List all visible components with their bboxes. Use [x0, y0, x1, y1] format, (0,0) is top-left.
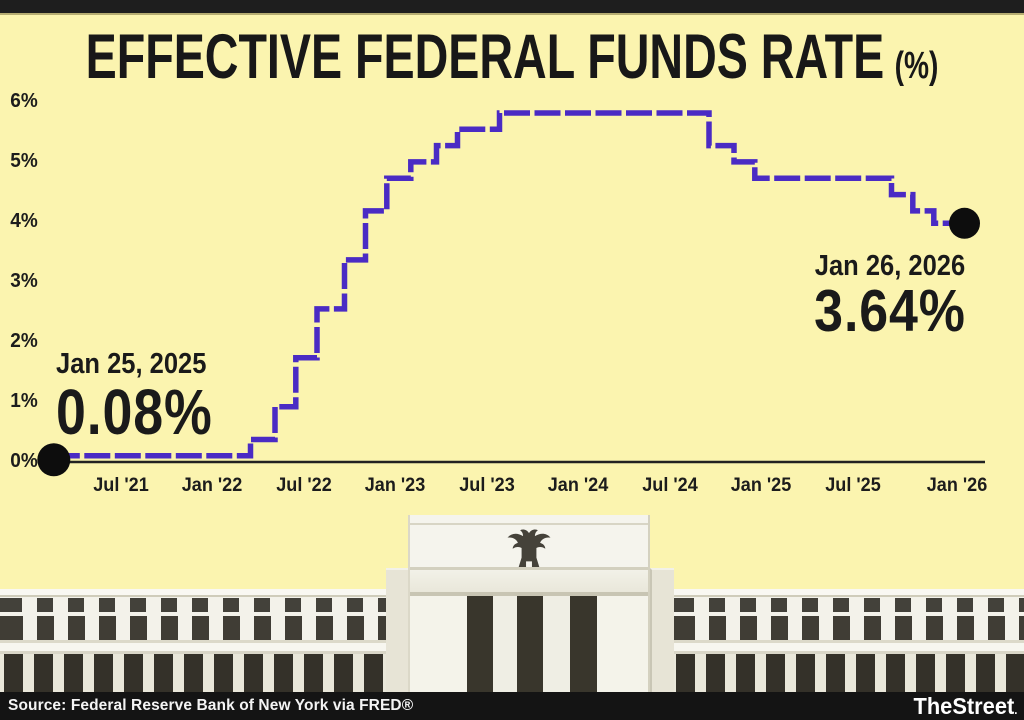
- x-axis-label: Jul '24: [642, 475, 698, 496]
- x-axis-label: Jan '23: [364, 475, 426, 496]
- end-annotation-value: 3.64%: [814, 278, 966, 344]
- x-axis-label: Jan '24: [547, 475, 609, 496]
- upper-windows: [672, 616, 1024, 643]
- attic-windows: [672, 598, 1024, 612]
- page-title: EFFECTIVE FEDERAL FUNDS RATE (%): [86, 21, 939, 93]
- y-axis-label: 4%: [10, 210, 38, 232]
- start-annotation-date: Jan 25, 2025: [56, 348, 207, 380]
- x-axis-label: Jul '21: [93, 475, 149, 496]
- end-annotation-date: Jan 26, 2026: [814, 250, 966, 282]
- end-annotation: Jan 26, 2026 3.64%: [785, 250, 995, 344]
- x-axis-label: Jul '25: [825, 475, 881, 496]
- start-dot: [37, 443, 71, 477]
- x-axis-label: Jul '22: [276, 475, 332, 496]
- building-central-tower: [408, 515, 650, 692]
- title-unit: (%): [894, 45, 939, 87]
- y-axis-label: 0%: [10, 450, 38, 472]
- y-axis-label: 6%: [10, 90, 38, 112]
- lower-colonnade: [672, 651, 1024, 692]
- fed-building-illustration: [0, 505, 1024, 694]
- parapet: [672, 589, 1024, 597]
- end-dot: [949, 207, 980, 239]
- parapet: [0, 589, 386, 597]
- start-annotation-value: 0.08%: [56, 376, 213, 448]
- attic-windows: [0, 598, 386, 612]
- source-text: Source: Federal Reserve Bank of New York…: [8, 697, 414, 714]
- portico-columns: [410, 596, 648, 692]
- x-axis-label: Jan '25: [730, 475, 792, 496]
- footer-bar: Source: Federal Reserve Bank of New York…: [0, 692, 1024, 720]
- building-left-wing: [0, 589, 386, 692]
- upper-windows: [0, 616, 386, 643]
- y-axis-label: 2%: [10, 330, 38, 352]
- top-bar: [0, 0, 1024, 15]
- cornice: [410, 567, 648, 596]
- tower-cap: [410, 515, 648, 525]
- building-pier: [650, 568, 674, 694]
- title-text: EFFECTIVE FEDERAL FUNDS RATE: [85, 22, 885, 92]
- building-right-wing: [672, 589, 1024, 692]
- x-axis-label: Jul '23: [459, 475, 515, 496]
- eagle-statue-icon: [507, 529, 551, 568]
- x-axis-label: Jan '26: [926, 475, 988, 496]
- x-axis-label: Jan '22: [181, 475, 243, 496]
- start-annotation: Jan 25, 2025 0.08%: [56, 348, 242, 448]
- rate-line: [53, 110, 963, 459]
- y-axis-label: 5%: [10, 150, 38, 172]
- y-axis-label: 1%: [10, 390, 38, 412]
- brand-mark: .: [1013, 703, 1017, 717]
- building-pier: [386, 568, 410, 694]
- y-axis-label: 3%: [10, 270, 38, 292]
- brand-logo: TheStreet.: [913, 693, 1017, 719]
- lower-colonnade: [0, 651, 386, 692]
